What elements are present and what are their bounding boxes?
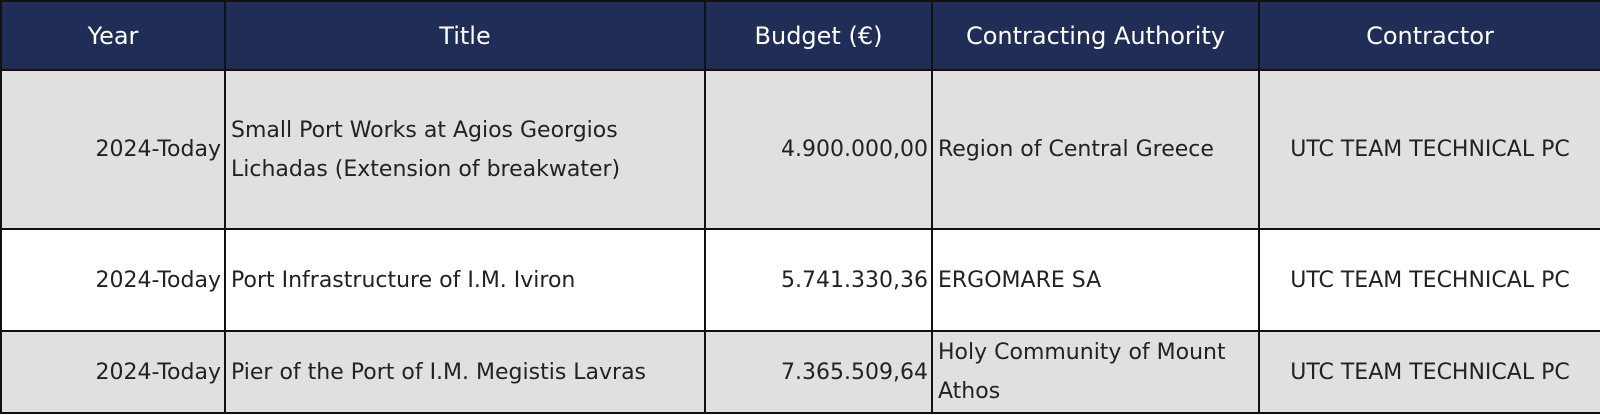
cell-contractor: UTC TEAM TECHNICAL PC <box>1258 228 1600 332</box>
table-row: 2024-Today Pier of the Port of I.M. Megi… <box>0 330 1600 414</box>
table-row: 2024-Today Port Infrastructure of I.M. I… <box>0 228 1600 332</box>
header-contractor: Contractor <box>1258 0 1600 71</box>
header-budget: Budget (€) <box>704 0 933 71</box>
cell-budget: 4.900.000,00 <box>704 69 933 230</box>
cell-contracting-authority: Holy Community of Mount Athos <box>931 330 1260 414</box>
cell-year: 2024-Today <box>0 228 226 332</box>
cell-title: Pier of the Port of I.M. Megistis Lavras <box>224 330 706 414</box>
header-row: Year Title Budget (€) Contracting Author… <box>0 0 1600 71</box>
header-year: Year <box>0 0 226 71</box>
cell-contractor: UTC TEAM TECHNICAL PC <box>1258 330 1600 414</box>
cell-year: 2024-Today <box>0 69 226 230</box>
header-title: Title <box>224 0 706 71</box>
table-row: 2024-Today Small Port Works at Agios Geo… <box>0 69 1600 230</box>
cell-contractor: UTC TEAM TECHNICAL PC <box>1258 69 1600 230</box>
cell-budget: 5.741.330,36 <box>704 228 933 332</box>
cell-title: Small Port Works at Agios Georgios Licha… <box>224 69 706 230</box>
table-body: 2024-Today Small Port Works at Agios Geo… <box>0 69 1600 414</box>
cell-year: 2024-Today <box>0 330 226 414</box>
cell-budget: 7.365.509,64 <box>704 330 933 414</box>
cell-contracting-authority: ERGOMARE SA <box>931 228 1260 332</box>
cell-title: Port Infrastructure of I.M. Iviron <box>224 228 706 332</box>
header-contracting-authority: Contracting Authority <box>931 0 1260 71</box>
cell-contracting-authority: Region of Central Greece <box>931 69 1260 230</box>
table-header: Year Title Budget (€) Contracting Author… <box>0 0 1600 71</box>
